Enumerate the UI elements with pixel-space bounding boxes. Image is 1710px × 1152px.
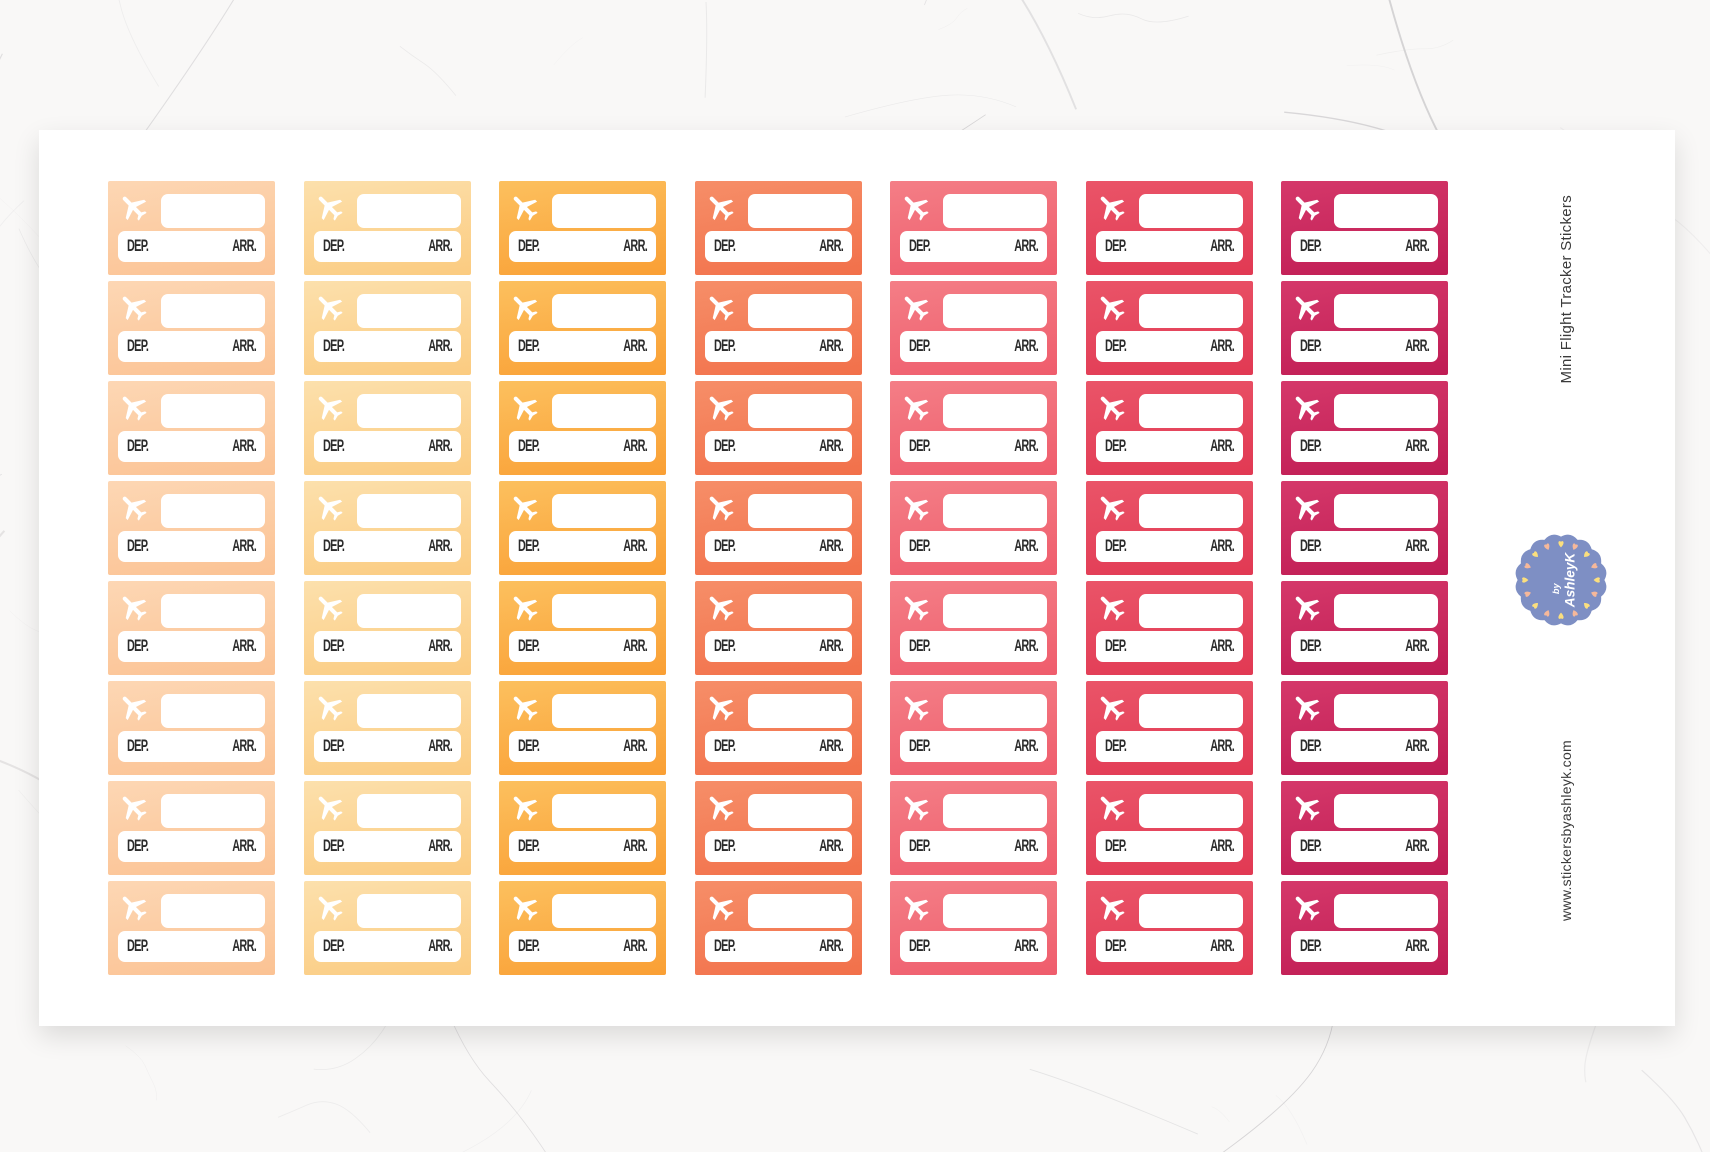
svg-text:AshleyK: AshleyK — [1563, 552, 1578, 609]
svg-text:by: by — [1551, 582, 1561, 594]
